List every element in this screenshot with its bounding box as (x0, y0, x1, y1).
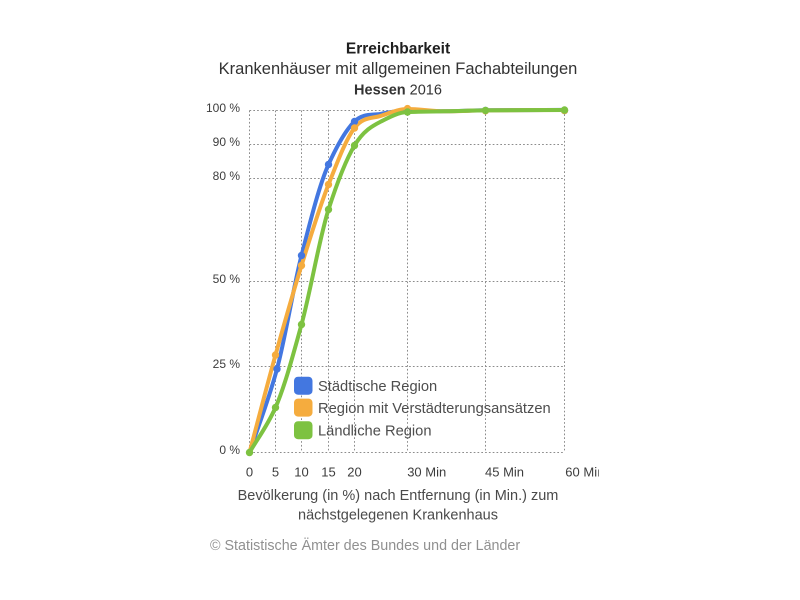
svg-text:Hessen 2016: Hessen 2016 (354, 83, 442, 99)
svg-text:Ländliche Region: Ländliche Region (318, 423, 432, 439)
svg-text:80 %: 80 % (213, 169, 241, 183)
svg-text:0: 0 (246, 464, 253, 479)
svg-text:nächstgelegenen Krankenhaus: nächstgelegenen Krankenhaus (298, 508, 498, 524)
svg-text:15: 15 (321, 464, 335, 479)
svg-text:30 Min: 30 Min (407, 464, 446, 479)
svg-text:5: 5 (272, 464, 279, 479)
svg-text:Städtische Region: Städtische Region (318, 379, 437, 395)
svg-text:60 Min: 60 Min (565, 464, 604, 479)
svg-text:90 %: 90 % (213, 135, 241, 149)
svg-text:Krankenhäuser mit allgemeinen: Krankenhäuser mit allgemeinen Fachabteil… (219, 60, 578, 78)
svg-text:10: 10 (294, 464, 308, 479)
svg-text:50 %: 50 % (213, 272, 241, 286)
svg-text:Region mit Verstädterungsansät: Region mit Verstädterungsansätzen (318, 401, 551, 417)
svg-text:Bevölkerung (in %) nach Entfer: Bevölkerung (in %) nach Entfernung (in M… (238, 488, 559, 504)
svg-text:Erreichbarkeit: Erreichbarkeit (346, 40, 450, 57)
svg-text:100 %: 100 % (206, 101, 240, 115)
svg-text:© Statistische Ämter des Bunde: © Statistische Ämter des Bundes und der … (210, 537, 520, 554)
svg-text:25 %: 25 % (213, 357, 241, 371)
svg-text:0 %: 0 % (219, 443, 240, 457)
svg-text:20: 20 (347, 464, 361, 479)
svg-text:45 Min: 45 Min (485, 464, 524, 479)
